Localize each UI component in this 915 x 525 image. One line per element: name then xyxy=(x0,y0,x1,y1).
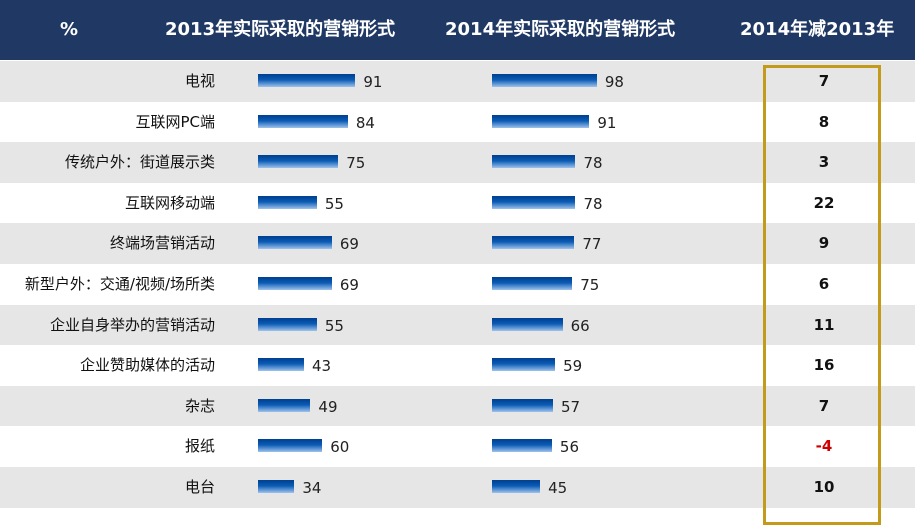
value-label-2014: 77 xyxy=(582,235,602,254)
table-row: 传统户外：街道展示类 75 78 3 xyxy=(0,142,915,183)
bar-2014 xyxy=(492,479,541,493)
value-label-2013: 60 xyxy=(330,438,350,457)
bar-2013 xyxy=(258,195,317,209)
difference-value: 8 xyxy=(818,112,830,131)
value-label-2014: 59 xyxy=(563,357,583,376)
value-label-2014: 78 xyxy=(583,154,603,173)
value-label-2013: 91 xyxy=(363,73,383,91)
category-label: 互联网PC端 xyxy=(135,112,215,131)
difference-value: 11 xyxy=(813,315,835,334)
value-label-2013: 49 xyxy=(318,397,338,416)
unit-header: % xyxy=(60,19,79,40)
bar-2014 xyxy=(492,358,556,372)
bar-2013 xyxy=(258,398,311,412)
category-label: 企业自身举办的营销活动 xyxy=(49,315,215,334)
category-label: 传统户外：街道展示类 xyxy=(64,153,215,172)
table-row: 企业自身举办的营销活动 55 66 11 xyxy=(0,304,915,346)
bar-2014 xyxy=(492,276,573,290)
table-header: % 2013年实际采取的营销形式 2014年实际采取的营销形式 2014年减20… xyxy=(0,0,915,60)
value-label-2013: 43 xyxy=(312,357,332,376)
difference-value: 16 xyxy=(813,356,835,375)
table-row: 电视 91 98 7 xyxy=(0,61,915,102)
bar-2014 xyxy=(492,317,563,331)
column-header-2013: 2013年实际采取的营销形式 xyxy=(165,19,396,40)
table-row: 企业赞助媒体的活动 43 59 16 xyxy=(0,345,915,386)
bar-2013 xyxy=(258,358,304,372)
bar-2013 xyxy=(258,276,332,290)
bar-2014 xyxy=(492,439,552,453)
table-row: 杂志 49 57 7 xyxy=(0,385,915,427)
value-label-2014: 56 xyxy=(559,438,579,457)
value-label-2014: 66 xyxy=(570,316,590,335)
value-label-2013: 55 xyxy=(324,194,344,213)
table-row: 互联网移动端 55 78 22 xyxy=(0,183,915,224)
bar-2014 xyxy=(492,236,575,250)
bar-2013 xyxy=(258,155,339,169)
difference-value: -4 xyxy=(815,437,833,456)
value-label-2013: 69 xyxy=(339,275,359,294)
value-label-2014: 78 xyxy=(583,194,603,213)
table-row: 终端场营销活动 69 77 9 xyxy=(0,223,915,264)
bar-2014 xyxy=(492,155,576,169)
difference-value: 22 xyxy=(813,193,835,212)
bar-2013 xyxy=(258,74,356,87)
column-header-2014: 2014年实际采取的营销形式 xyxy=(445,19,676,40)
bar-2013 xyxy=(258,479,295,493)
bar-2014 xyxy=(492,398,553,412)
bar-2014 xyxy=(492,195,576,209)
chart-rows: 电视 91 98 7 互联网PC端 84 91 8 传统户外：街道展示类 75 78 3 互联网移动端 5… xyxy=(0,61,915,508)
value-label-2014: 75 xyxy=(580,275,600,294)
value-label-2013: 69 xyxy=(339,235,359,254)
category-label: 电台 xyxy=(184,477,215,496)
difference-value: 7 xyxy=(818,72,830,90)
value-label-2013: 75 xyxy=(346,154,366,173)
difference-value: 10 xyxy=(813,477,835,496)
category-label: 杂志 xyxy=(184,396,215,415)
category-label: 新型户外：交通/视频/场所类 xyxy=(24,274,215,293)
value-label-2013: 55 xyxy=(324,316,344,335)
value-label-2014: 91 xyxy=(597,113,617,132)
bar-2014 xyxy=(492,114,590,128)
value-label-2014: 45 xyxy=(548,478,568,497)
difference-value: 3 xyxy=(818,153,830,172)
category-label: 终端场营销活动 xyxy=(109,234,215,253)
table-row: 新型户外：交通/视频/场所类 69 75 6 xyxy=(0,264,915,305)
category-label: 电视 xyxy=(184,72,215,90)
difference-highlight-box xyxy=(763,65,881,525)
difference-value: 9 xyxy=(818,234,830,253)
bar-2013 xyxy=(258,317,317,331)
category-label: 互联网移动端 xyxy=(124,193,215,212)
difference-value: 7 xyxy=(818,396,830,415)
category-label: 企业赞助媒体的活动 xyxy=(79,356,215,375)
difference-value: 6 xyxy=(818,274,830,293)
table-row: 互联网PC端 84 91 8 xyxy=(0,102,915,143)
table-row: 报纸 60 56 -4 xyxy=(0,426,915,467)
value-label-2014: 98 xyxy=(604,73,624,91)
bar-2013 xyxy=(258,236,332,250)
bar-2014 xyxy=(492,74,597,87)
column-header-difference: 2014年减2013年 xyxy=(740,19,895,40)
bar-2013 xyxy=(258,114,348,128)
value-label-2013: 84 xyxy=(355,113,375,132)
value-label-2013: 34 xyxy=(302,478,322,497)
value-label-2014: 57 xyxy=(560,397,581,416)
bar-2013 xyxy=(258,439,323,453)
category-label: 报纸 xyxy=(184,437,215,456)
table-row: 电台 34 45 10 xyxy=(0,466,915,508)
